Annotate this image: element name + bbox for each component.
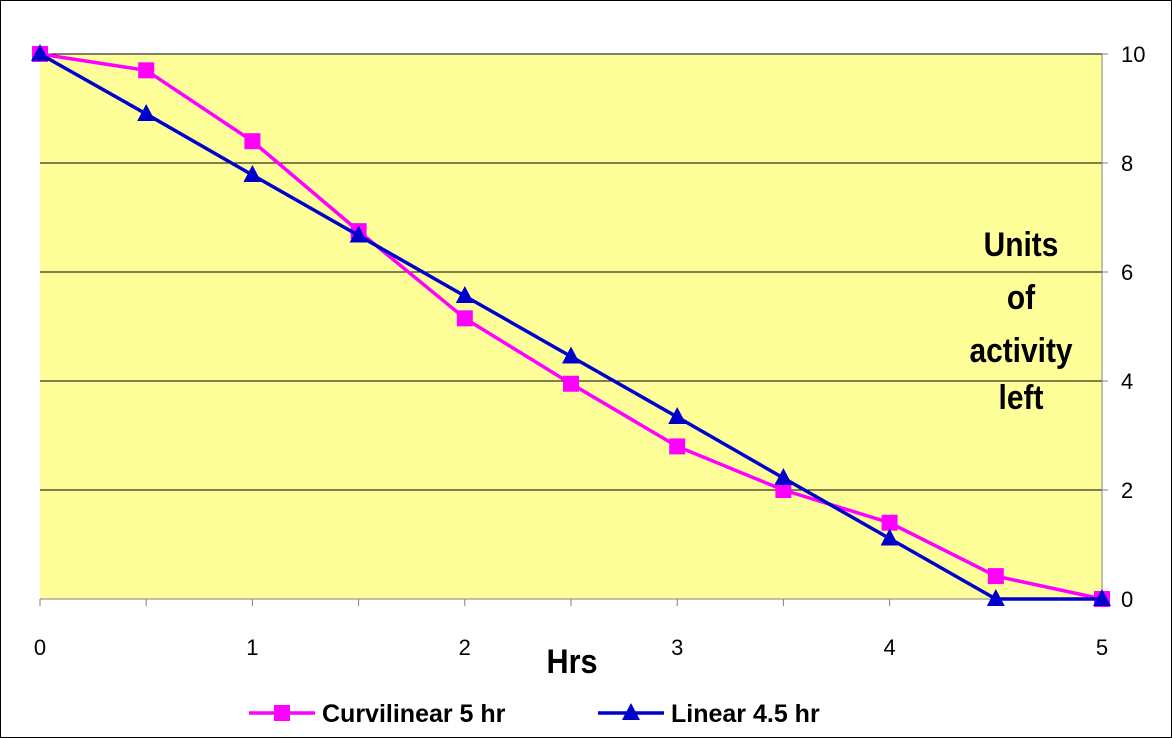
data-point-triangle [668, 406, 687, 424]
legend: Curvilinear 5 hr Linear 4.5 hr [249, 700, 820, 728]
x-axis-title: Hrs [546, 643, 597, 681]
y-axis-title-line: left [999, 378, 1044, 416]
y-tick-label: 8 [1121, 151, 1133, 176]
data-point-square [456, 310, 473, 327]
data-point-square [274, 705, 290, 721]
legend-item-curvilinear: Curvilinear 5 hr [249, 700, 506, 728]
y-tick-label: 6 [1121, 260, 1133, 285]
y-axis-title-line: of [1007, 278, 1036, 316]
data-point-triangle [986, 589, 1005, 606]
x-tick-label: 0 [34, 635, 46, 660]
y-axis-title-line: Units [984, 225, 1059, 263]
data-point-square [138, 62, 155, 79]
data-point-triangle [349, 225, 368, 243]
series-layer [31, 44, 1111, 607]
data-point-square [881, 514, 898, 531]
data-point-square [775, 482, 792, 498]
x-tick-label: 3 [671, 635, 683, 660]
y-tick-label: 10 [1121, 42, 1145, 67]
data-point-triangle [622, 703, 640, 720]
gridlines [40, 53, 1102, 491]
data-point-triangle [562, 346, 580, 364]
data-point-square [987, 568, 1004, 585]
y-tick-label: 0 [1121, 587, 1133, 612]
data-point-triangle [31, 44, 49, 61]
plot-area [40, 54, 1102, 599]
data-point-triangle [774, 468, 793, 486]
data-point-triangle [1093, 589, 1111, 606]
legend-label: Curvilinear 5 hr [322, 700, 506, 728]
y-axis-title-line: activity [969, 331, 1072, 369]
data-point-triangle [880, 528, 899, 546]
legend-item-linear: Linear 4.5 hr [598, 700, 820, 728]
y-axis-title: Units of activity left [969, 225, 1072, 416]
data-point-square [244, 133, 261, 150]
x-tick-label: 2 [459, 635, 471, 660]
y-tick-label: 2 [1121, 478, 1133, 503]
data-point-square [669, 438, 686, 455]
y-tick-label: 4 [1121, 369, 1133, 394]
legend-label: Linear 4.5 hr [671, 700, 820, 728]
x-tick-label: 5 [1096, 635, 1108, 660]
x-tick-label: 4 [883, 635, 895, 660]
data-point-triangle [137, 103, 156, 121]
data-point-square [563, 375, 579, 392]
data-point-triangle [243, 164, 262, 182]
series-linear [31, 44, 1111, 606]
data-point-triangle [455, 285, 474, 303]
x-tick-label: 1 [246, 635, 258, 660]
